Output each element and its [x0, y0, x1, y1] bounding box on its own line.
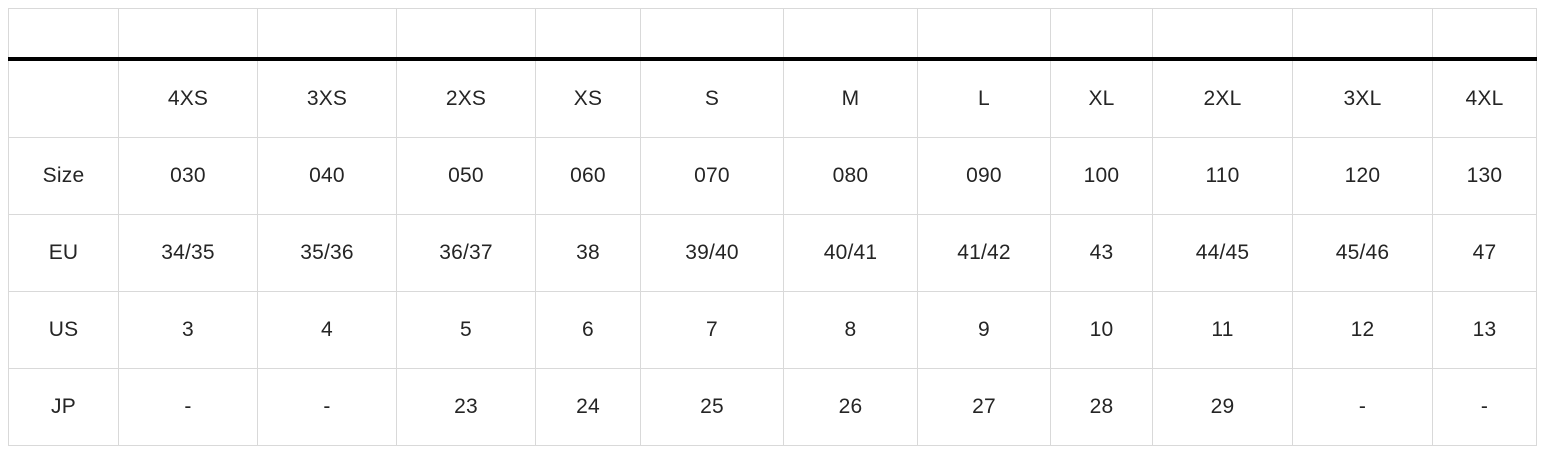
- cell-eu-7: 43: [1050, 214, 1153, 292]
- spacer-cell: [1152, 8, 1293, 61]
- header-corner-cell: [8, 58, 119, 138]
- cell-us-4: 7: [640, 291, 784, 369]
- header-cell-size-10: 4XL: [1432, 58, 1537, 138]
- cell-size-6: 090: [917, 137, 1051, 215]
- cell-us-8: 11: [1152, 291, 1293, 369]
- header-cell-size-2: 2XS: [396, 58, 536, 138]
- header-cell-size-4: S: [640, 58, 784, 138]
- row-label-us: US: [8, 291, 119, 369]
- cell-eu-6: 41/42: [917, 214, 1051, 292]
- table-row-us: US 3 4 5 6 7 8 9 10 11 12 13: [8, 291, 1537, 369]
- header-cell-size-3: XS: [535, 58, 641, 138]
- spacer-cell: [8, 8, 119, 61]
- cell-size-3: 060: [535, 137, 641, 215]
- cell-eu-1: 35/36: [257, 214, 397, 292]
- row-label-eu: EU: [8, 214, 119, 292]
- cell-jp-0: -: [118, 368, 258, 446]
- cell-eu-3: 38: [535, 214, 641, 292]
- cell-jp-4: 25: [640, 368, 784, 446]
- cell-jp-5: 26: [783, 368, 918, 446]
- cell-us-5: 8: [783, 291, 918, 369]
- header-cell-size-6: L: [917, 58, 1051, 138]
- spacer-cell: [118, 8, 258, 61]
- header-cell-size-8: 2XL: [1152, 58, 1293, 138]
- cell-us-3: 6: [535, 291, 641, 369]
- size-chart-table: 4XS 3XS 2XS XS S M L XL 2XL 3XL 4XL Size…: [8, 8, 1537, 446]
- spacer-cell: [1432, 8, 1537, 61]
- cell-us-9: 12: [1292, 291, 1433, 369]
- cell-us-0: 3: [118, 291, 258, 369]
- spacer-cell: [640, 8, 784, 61]
- header-cell-size-7: XL: [1050, 58, 1153, 138]
- header-cell-size-0: 4XS: [118, 58, 258, 138]
- header-cell-size-9: 3XL: [1292, 58, 1433, 138]
- spacer-cell: [257, 8, 397, 61]
- cell-eu-10: 47: [1432, 214, 1537, 292]
- cell-us-10: 13: [1432, 291, 1537, 369]
- row-label-size: Size: [8, 137, 119, 215]
- cell-eu-8: 44/45: [1152, 214, 1293, 292]
- cell-size-5: 080: [783, 137, 918, 215]
- cell-us-6: 9: [917, 291, 1051, 369]
- cell-jp-2: 23: [396, 368, 536, 446]
- spacer-cell: [1050, 8, 1153, 61]
- cell-jp-3: 24: [535, 368, 641, 446]
- cell-jp-1: -: [257, 368, 397, 446]
- spacer-cell: [783, 8, 918, 61]
- cell-jp-6: 27: [917, 368, 1051, 446]
- row-label-jp: JP: [8, 368, 119, 446]
- cell-size-7: 100: [1050, 137, 1153, 215]
- cell-eu-9: 45/46: [1292, 214, 1433, 292]
- table-row-jp: JP - - 23 24 25 26 27 28 29 - -: [8, 368, 1537, 446]
- cell-jp-8: 29: [1152, 368, 1293, 446]
- cell-size-0: 030: [118, 137, 258, 215]
- cell-size-2: 050: [396, 137, 536, 215]
- header-cell-size-1: 3XS: [257, 58, 397, 138]
- cell-us-7: 10: [1050, 291, 1153, 369]
- cell-us-1: 4: [257, 291, 397, 369]
- spacer-cell: [535, 8, 641, 61]
- cell-eu-2: 36/37: [396, 214, 536, 292]
- cell-size-8: 110: [1152, 137, 1293, 215]
- cell-jp-9: -: [1292, 368, 1433, 446]
- cell-eu-4: 39/40: [640, 214, 784, 292]
- cell-jp-10: -: [1432, 368, 1537, 446]
- cell-us-2: 5: [396, 291, 536, 369]
- cell-size-10: 130: [1432, 137, 1537, 215]
- cell-eu-0: 34/35: [118, 214, 258, 292]
- spacer-cell: [1292, 8, 1433, 61]
- spacer-cell: [396, 8, 536, 61]
- cell-size-4: 070: [640, 137, 784, 215]
- cell-size-1: 040: [257, 137, 397, 215]
- table-row-size: Size 030 040 050 060 070 080 090 100 110…: [8, 137, 1537, 215]
- header-cell-size-5: M: [783, 58, 918, 138]
- cell-eu-5: 40/41: [783, 214, 918, 292]
- table-header-row: 4XS 3XS 2XS XS S M L XL 2XL 3XL 4XL: [8, 58, 1537, 138]
- table-row-eu: EU 34/35 35/36 36/37 38 39/40 40/41 41/4…: [8, 214, 1537, 292]
- cell-jp-7: 28: [1050, 368, 1153, 446]
- cell-size-9: 120: [1292, 137, 1433, 215]
- table-spacer-row: [8, 8, 1537, 61]
- spacer-cell: [917, 8, 1051, 61]
